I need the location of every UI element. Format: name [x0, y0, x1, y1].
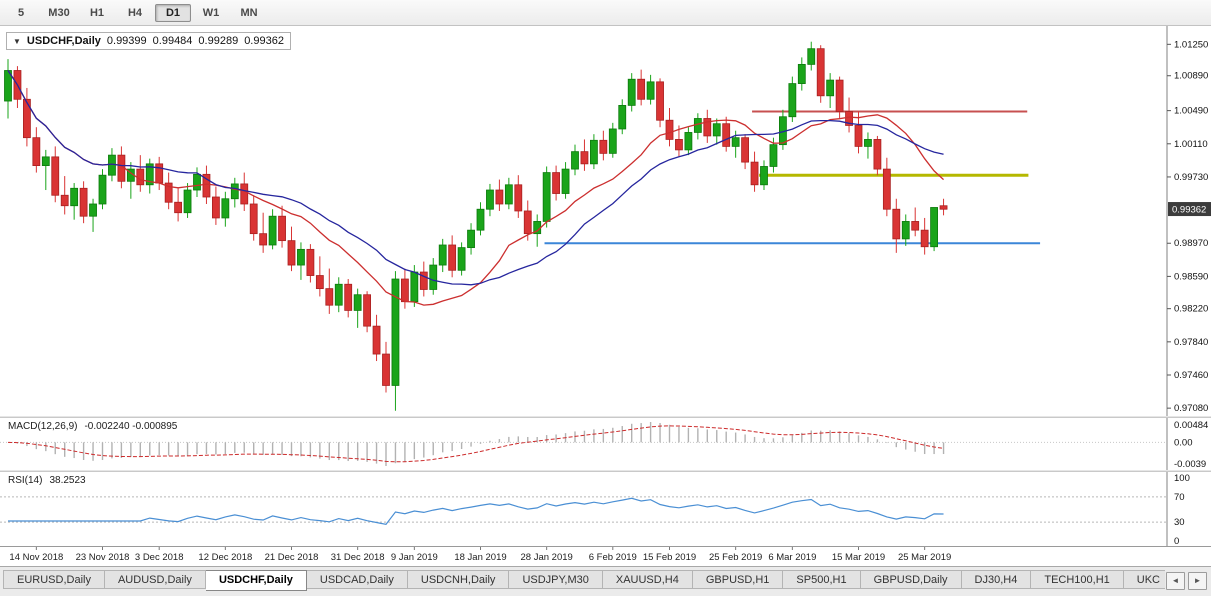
timeframe-button-h4[interactable]: H4 — [127, 6, 143, 19]
rsi-indicator-label: RSI(14) 38.2523 — [6, 475, 88, 486]
macd-values: -0.002240 -0.000895 — [84, 421, 178, 432]
chart-tab-sp500-h1[interactable]: SP500,H1 — [783, 570, 861, 589]
chart-tab-ukc[interactable]: UKC — [1123, 570, 1165, 589]
svg-text:0.98220: 0.98220 — [1174, 304, 1208, 315]
svg-text:6 Mar 2019: 6 Mar 2019 — [768, 552, 816, 563]
svg-text:12 Dec 2018: 12 Dec 2018 — [198, 552, 252, 563]
svg-text:-0.0039: -0.0039 — [1174, 459, 1206, 470]
chart-tabs: EURUSD,Daily AUDUSD,Daily USDCHF,Daily U… — [3, 570, 1165, 591]
svg-text:0.97460: 0.97460 — [1174, 370, 1208, 381]
svg-text:0.97840: 0.97840 — [1174, 337, 1208, 348]
chart-tab-usdjpy-m30[interactable]: USDJPY,M30 — [509, 570, 603, 589]
timeframe-button-d1[interactable]: D1 — [155, 3, 191, 22]
svg-text:18 Jan 2019: 18 Jan 2019 — [454, 552, 506, 563]
svg-text:100: 100 — [1174, 473, 1190, 484]
chart-tab-tech100-h1[interactable]: TECH100,H1 — [1031, 570, 1124, 589]
svg-text:0.00: 0.00 — [1174, 437, 1193, 448]
svg-text:28 Jan 2019: 28 Jan 2019 — [521, 552, 573, 563]
timeframe-button-m30[interactable]: M30 — [48, 6, 70, 19]
pane-separator[interactable] — [0, 416, 1211, 418]
pane-separator[interactable] — [0, 470, 1211, 472]
svg-text:1.01250: 1.01250 — [1174, 39, 1208, 50]
svg-text:15 Feb 2019: 15 Feb 2019 — [643, 552, 696, 563]
svg-text:31 Dec 2018: 31 Dec 2018 — [331, 552, 385, 563]
svg-text:70: 70 — [1174, 492, 1185, 503]
timeframe-button-mn[interactable]: MN — [240, 6, 258, 19]
ohlc-high: 0.99484 — [152, 35, 193, 47]
ohlc-open: 0.99399 — [106, 35, 147, 47]
svg-text:0.99730: 0.99730 — [1174, 172, 1208, 183]
rsi-title: RSI(14) — [8, 475, 43, 486]
timeframe-button-m5[interactable]: 5 — [17, 6, 25, 19]
date-axis[interactable]: 14 Nov 2018 23 Nov 2018 3 Dec 2018 12 Dec 2… — [0, 546, 1211, 566]
svg-text:15 Mar 2019: 15 Mar 2019 — [832, 552, 885, 563]
tab-scroll-left-icon[interactable]: ◄ — [1166, 572, 1185, 590]
svg-text:23 Nov 2018: 23 Nov 2018 — [76, 552, 130, 563]
tab-scroll-right-icon[interactable]: ► — [1188, 572, 1207, 590]
chart-tab-usdchf-daily[interactable]: USDCHF,Daily — [205, 570, 307, 591]
svg-text:1.00890: 1.00890 — [1174, 71, 1208, 82]
macd-title: MACD(12,26,9) — [8, 421, 78, 432]
macd-indicator-label: MACD(12,26,9) -0.002240 -0.000895 — [6, 421, 180, 432]
svg-text:1.00490: 1.00490 — [1174, 106, 1208, 117]
svg-text:3 Dec 2018: 3 Dec 2018 — [135, 552, 184, 563]
chart-tab-bar: EURUSD,Daily AUDUSD,Daily USDCHF,Daily U… — [0, 566, 1211, 596]
chart-tab-usdcad-daily[interactable]: USDCAD,Daily — [306, 570, 408, 589]
chart-tab-eurusd-daily[interactable]: EURUSD,Daily — [3, 570, 105, 589]
svg-text:0.99362: 0.99362 — [1172, 205, 1206, 216]
svg-text:21 Dec 2018: 21 Dec 2018 — [265, 552, 319, 563]
chart-tab-gbpusd-daily[interactable]: GBPUSD,Daily — [860, 570, 962, 589]
svg-text:14 Nov 2018: 14 Nov 2018 — [9, 552, 63, 563]
tab-scroll-buttons: ◄ ► — [1166, 572, 1207, 590]
svg-text:0.98590: 0.98590 — [1174, 271, 1208, 282]
timeframe-button-w1[interactable]: W1 — [202, 6, 220, 19]
macd-pane-chart[interactable]: 0.00484 0.00 -0.0039 — [0, 418, 1211, 470]
svg-text:0.98970: 0.98970 — [1174, 238, 1208, 249]
rsi-value: 38.2523 — [49, 475, 86, 486]
chart-tab-dj30-h4[interactable]: DJ30,H4 — [961, 570, 1032, 589]
svg-text:0: 0 — [1174, 536, 1179, 546]
timeframe-button-h1[interactable]: H1 — [89, 6, 105, 19]
chart-tab-usdcnh-daily[interactable]: USDCNH,Daily — [407, 570, 510, 589]
chart-title-overlay: ▼ USDCHF,Daily 0.99399 0.99484 0.99289 0… — [6, 32, 291, 50]
svg-text:0.97080: 0.97080 — [1174, 403, 1208, 414]
price-pane-chart[interactable]: 1.01250 1.00890 1.00490 1.00110 0.99730 0.989… — [0, 26, 1211, 416]
rsi-pane-chart[interactable]: 100 70 30 0 — [0, 472, 1211, 546]
chart-tab-gbpusd-h1[interactable]: GBPUSD,H1 — [692, 570, 784, 589]
chart-symbol-label: USDCHF,Daily — [26, 35, 101, 47]
svg-text:25 Mar 2019: 25 Mar 2019 — [898, 552, 951, 563]
svg-text:25 Feb 2019: 25 Feb 2019 — [709, 552, 762, 563]
svg-text:9 Jan 2019: 9 Jan 2019 — [391, 552, 438, 563]
chart-tab-audusd-daily[interactable]: AUDUSD,Daily — [104, 570, 206, 589]
timeframe-toolbar: 5 M30 H1 H4 D1 W1 MN — [0, 0, 1211, 26]
ohlc-low: 0.99289 — [198, 35, 239, 47]
svg-text:0.00484: 0.00484 — [1174, 420, 1208, 431]
svg-text:6 Feb 2019: 6 Feb 2019 — [589, 552, 637, 563]
chart-window: 1.01250 1.00890 1.00490 1.00110 0.99730 0.989… — [0, 26, 1211, 566]
chart-dropdown-icon[interactable]: ▼ — [13, 36, 21, 46]
svg-text:1.00110: 1.00110 — [1174, 139, 1208, 150]
chart-tab-xauusd-h4[interactable]: XAUUSD,H4 — [602, 570, 693, 589]
ohlc-close: 0.99362 — [244, 35, 284, 47]
svg-text:30: 30 — [1174, 517, 1185, 528]
